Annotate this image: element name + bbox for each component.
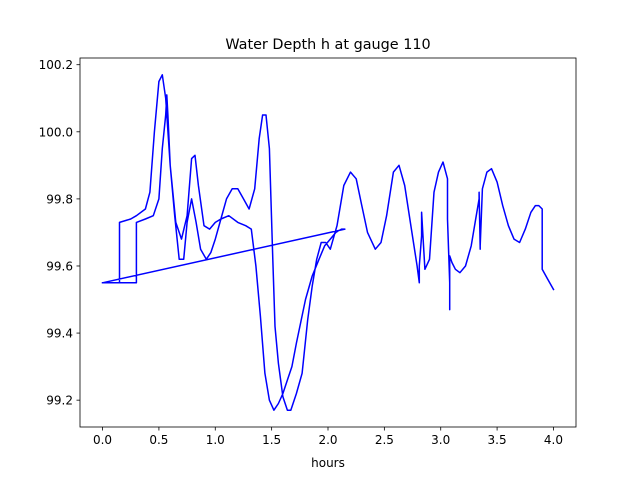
x-tick-label: 0.0	[93, 433, 112, 447]
y-tick-label: 99.6	[46, 259, 73, 273]
chart-title: Water Depth h at gauge 110	[225, 37, 430, 53]
x-axis: 0.0 0.5 1.0 1.5 2.0 2.5 3.0 3.5 4.0	[93, 427, 563, 447]
x-tick-label: 1.5	[262, 433, 281, 447]
series-line-water-depth	[101, 74, 555, 411]
y-tick-label: 99.2	[46, 394, 73, 408]
x-tick-label: 3.5	[488, 433, 507, 447]
x-axis-label: hours	[311, 456, 345, 470]
x-tick-label: 2.0	[318, 433, 337, 447]
y-axis: 99.2 99.4 99.6 99.8 100.0 100.2	[39, 58, 80, 408]
x-tick-label: 2.5	[375, 433, 394, 447]
y-tick-label: 100.2	[39, 58, 73, 72]
x-tick-label: 0.5	[149, 433, 168, 447]
x-tick-label: 1.0	[206, 433, 225, 447]
y-tick-label: 99.4	[46, 327, 73, 341]
y-tick-label: 100.0	[39, 125, 73, 139]
y-tick-label: 99.8	[46, 192, 73, 206]
x-tick-label: 3.0	[431, 433, 450, 447]
x-tick-label: 4.0	[544, 433, 563, 447]
